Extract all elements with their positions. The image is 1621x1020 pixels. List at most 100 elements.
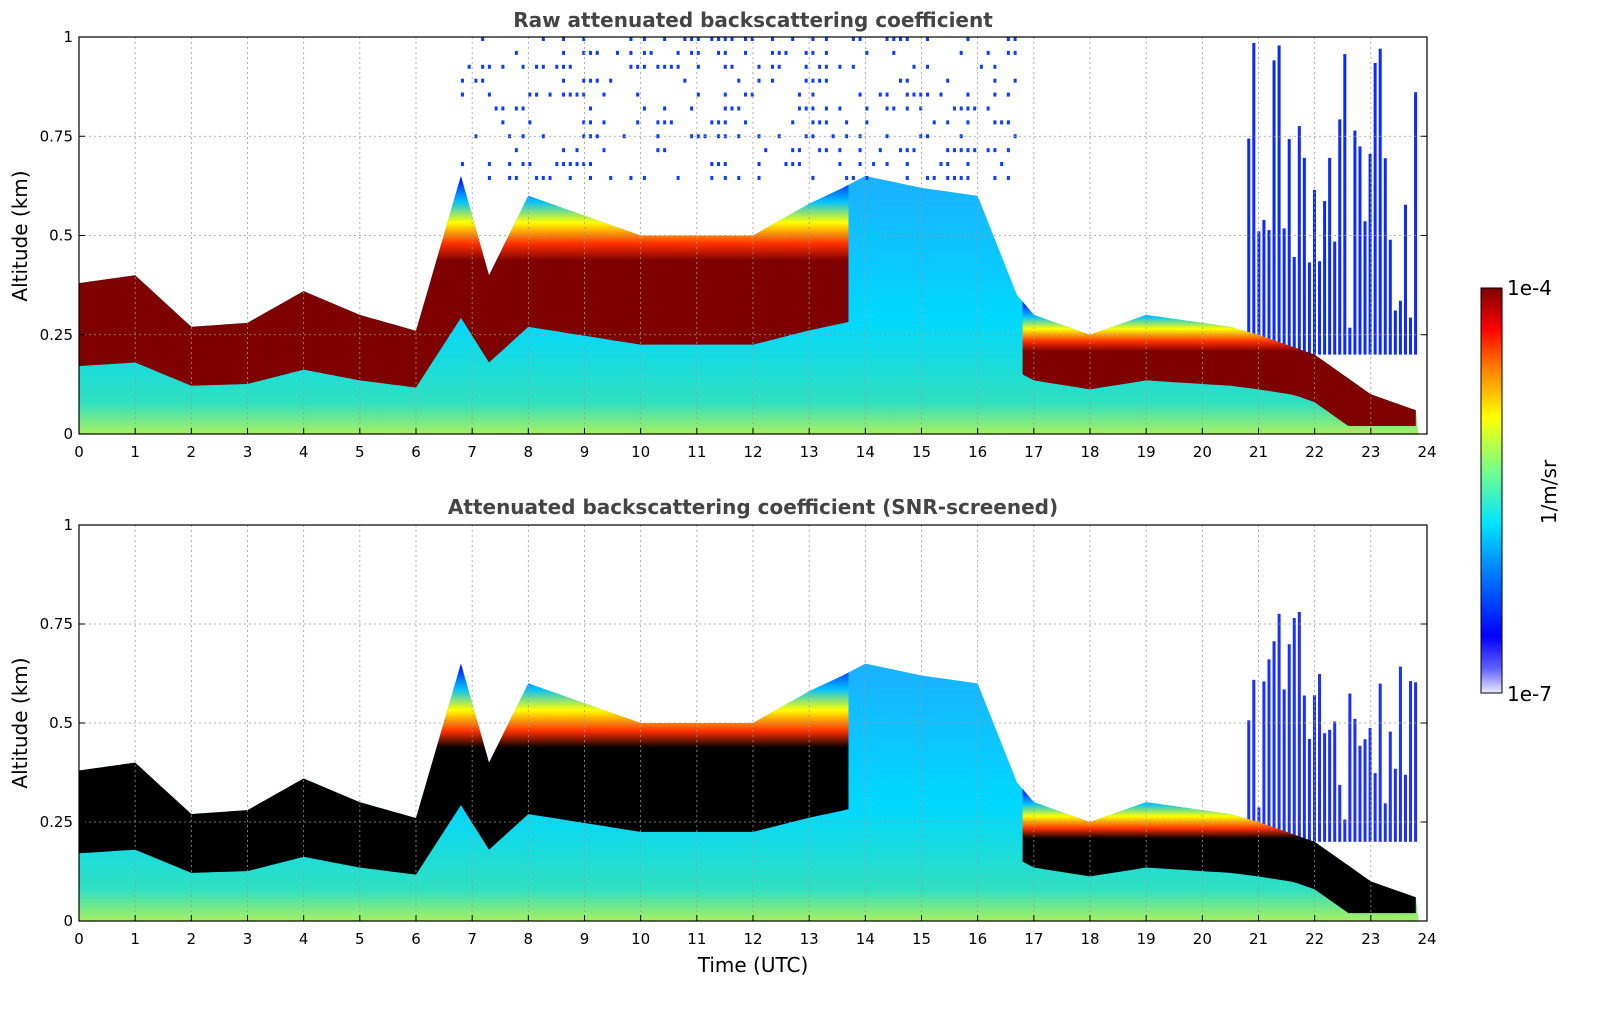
noise-pixel — [966, 120, 969, 124]
noise-pixel — [993, 79, 996, 83]
noise-pixel — [643, 51, 646, 55]
noise-pixel — [838, 148, 841, 152]
noise-pixel — [993, 93, 996, 97]
x-tick-label: 0 — [74, 930, 84, 948]
x-tick-label: 15 — [912, 443, 931, 461]
noise-pixel — [643, 106, 646, 110]
noise-pixel — [825, 120, 828, 124]
noise-pixel — [569, 162, 572, 166]
noise-pixel — [865, 176, 868, 180]
noise-pixel — [683, 79, 686, 83]
x-tick-label: 8 — [524, 930, 534, 948]
noise-pixel — [838, 106, 841, 110]
noise-pixel — [549, 93, 552, 97]
noise-pixel — [589, 120, 592, 124]
noise-pixel — [717, 162, 720, 166]
x-tick-label: 6 — [411, 930, 421, 948]
noise-pixel — [966, 106, 969, 110]
noise-pixel — [535, 65, 538, 69]
noise-pixel — [1007, 176, 1010, 180]
noise-pixel — [825, 65, 828, 69]
signal-column — [1323, 733, 1326, 842]
signal-column — [1318, 674, 1321, 842]
noise-pixel — [811, 79, 814, 83]
noise-pixel — [508, 176, 511, 180]
noise-pixel — [1014, 79, 1017, 83]
noise-pixel — [811, 106, 814, 110]
noise-pixel — [926, 176, 929, 180]
noise-pixel — [724, 106, 727, 110]
noise-pixel — [508, 162, 511, 166]
noise-pixel — [528, 162, 531, 166]
x-tick-label: 1 — [130, 930, 140, 948]
noise-pixel — [993, 65, 996, 69]
signal-column — [1267, 659, 1270, 841]
x-tick-label: 8 — [524, 443, 534, 461]
noise-pixel — [838, 65, 841, 69]
noise-pixel — [838, 162, 841, 166]
noise-pixel — [731, 106, 734, 110]
noise-column — [1333, 242, 1336, 355]
noise-pixel — [865, 106, 868, 110]
x-tick-label: 7 — [467, 930, 477, 948]
noise-column — [1273, 60, 1276, 354]
signal-column — [1313, 695, 1316, 842]
noise-pixel — [771, 51, 774, 55]
noise-pixel — [859, 93, 862, 97]
noise-pixel — [481, 79, 484, 83]
noise-pixel — [865, 120, 868, 124]
y-tick-label: 0.75 — [40, 127, 73, 145]
noise-pixel — [892, 51, 895, 55]
noise-pixel — [906, 93, 909, 97]
noise-pixel — [656, 65, 659, 69]
y-tick-label: 1 — [63, 516, 73, 534]
noise-pixel — [569, 93, 572, 97]
noise-pixel — [805, 65, 808, 69]
x-tick-label: 17 — [1024, 930, 1043, 948]
y-tick-label: 0.25 — [40, 326, 73, 344]
x-tick-label: 14 — [856, 443, 875, 461]
noise-pixel — [609, 79, 612, 83]
figure: Raw attenuated backscattering coefficien… — [0, 0, 1621, 1020]
noise-pixel — [771, 65, 774, 69]
noise-pixel — [656, 134, 659, 138]
noise-pixel — [468, 65, 471, 69]
x-tick-label: 10 — [631, 443, 650, 461]
noise-pixel — [818, 65, 821, 69]
x-tick-label: 23 — [1361, 443, 1380, 461]
noise-column — [1409, 318, 1412, 355]
noise-pixel — [845, 176, 848, 180]
y-tick-label: 0.5 — [49, 227, 73, 245]
noise-pixel — [495, 106, 498, 110]
noise-pixel — [522, 162, 525, 166]
noise-pixel — [771, 79, 774, 83]
noise-pixel — [488, 162, 491, 166]
noise-pixel — [724, 93, 727, 97]
noise-pixel — [562, 162, 565, 166]
x-tick-label: 3 — [243, 930, 253, 948]
noise-pixel — [757, 176, 760, 180]
x-tick-label: 11 — [687, 930, 706, 948]
x-tick-label: 6 — [411, 443, 421, 461]
noise-pixel — [818, 148, 821, 152]
noise-pixel — [724, 65, 727, 69]
noise-pixel — [677, 51, 680, 55]
x-tick-label: 16 — [968, 443, 987, 461]
noise-pixel — [690, 106, 693, 110]
noise-pixel — [960, 176, 963, 180]
noise-pixel — [555, 65, 558, 69]
noise-pixel — [825, 51, 828, 55]
noise-pixel — [872, 162, 875, 166]
noise-pixel — [528, 93, 531, 97]
noise-pixel — [744, 51, 747, 55]
bottom-panel-title: Attenuated backscattering coefficient (S… — [448, 495, 1058, 519]
noise-pixel — [636, 65, 639, 69]
noise-pixel — [913, 65, 916, 69]
colorbar-unit-label: 1/m/sr — [1537, 459, 1561, 524]
noise-pixel — [717, 51, 720, 55]
noise-pixel — [542, 65, 545, 69]
signal-column — [1404, 775, 1407, 842]
x-tick-label: 9 — [580, 443, 590, 461]
noise-column — [1399, 301, 1402, 355]
noise-pixel — [535, 176, 538, 180]
